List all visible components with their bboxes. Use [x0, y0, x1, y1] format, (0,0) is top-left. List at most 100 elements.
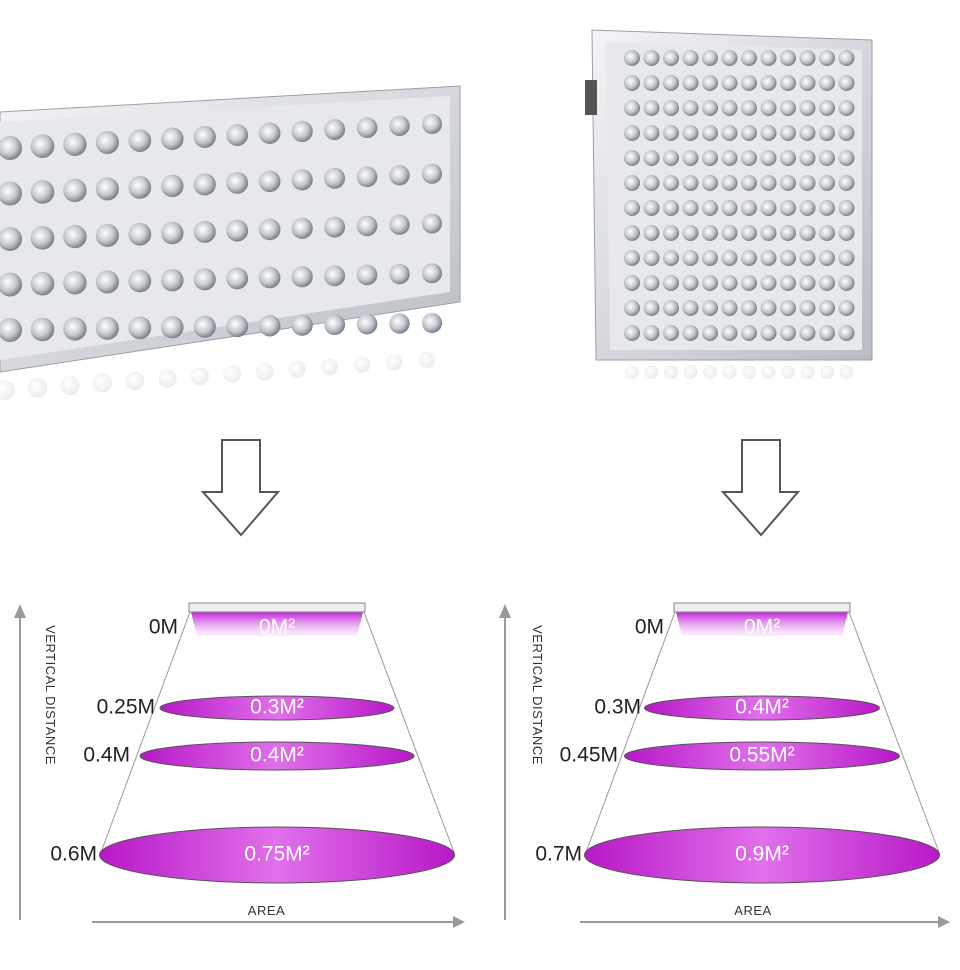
led: [258, 170, 281, 193]
led: [663, 300, 679, 316]
led: [702, 200, 718, 216]
led: [760, 200, 777, 216]
horizontal-axis-label: AREA: [734, 903, 771, 918]
led: [0, 227, 22, 251]
led: [682, 250, 699, 266]
led: [624, 325, 640, 341]
led: [624, 225, 640, 241]
led: [780, 225, 796, 241]
led-reflection: [742, 365, 756, 379]
led: [799, 50, 816, 66]
led: [643, 275, 660, 291]
led: [702, 125, 718, 141]
led: [721, 200, 738, 216]
led: [702, 75, 718, 91]
led: [760, 175, 777, 191]
distance-label: 0M: [149, 616, 178, 639]
led-reflection: [820, 365, 834, 379]
led: [780, 150, 796, 166]
led: [760, 75, 777, 91]
led: [799, 225, 816, 241]
led: [193, 268, 216, 291]
led: [741, 325, 757, 341]
led: [128, 129, 152, 152]
led: [819, 325, 835, 341]
led: [682, 100, 699, 116]
led: [838, 250, 855, 266]
led: [643, 50, 660, 66]
led: [663, 75, 679, 91]
led: [799, 75, 816, 91]
led: [799, 150, 816, 166]
cone-outline: [99, 611, 456, 856]
led: [799, 175, 816, 191]
led: [741, 150, 757, 166]
led: [838, 300, 855, 316]
led: [161, 316, 184, 339]
led: [291, 217, 313, 239]
led: [258, 218, 281, 241]
led: [838, 275, 855, 291]
led: [624, 300, 640, 316]
led: [95, 223, 119, 247]
led: [624, 175, 640, 191]
area-label: 0.75M²: [244, 843, 309, 866]
led-reflection: [288, 360, 306, 378]
switch: [585, 80, 597, 115]
led: [741, 175, 757, 191]
led: [63, 271, 87, 295]
led: [702, 175, 718, 191]
led: [702, 100, 718, 116]
led: [291, 266, 313, 288]
led: [226, 267, 249, 290]
led: [760, 225, 777, 241]
led: [721, 100, 738, 116]
led: [624, 250, 640, 266]
led: [682, 125, 699, 141]
led: [30, 134, 55, 158]
led: [663, 125, 679, 141]
led: [760, 300, 777, 316]
led: [389, 165, 410, 186]
led: [780, 75, 796, 91]
led: [760, 325, 777, 341]
led: [721, 50, 738, 66]
led: [0, 136, 22, 160]
led: [838, 175, 855, 191]
led: [780, 200, 796, 216]
led-reflection: [60, 375, 80, 396]
led: [643, 150, 660, 166]
led: [741, 250, 757, 266]
led: [63, 132, 87, 156]
led-reflection: [781, 365, 795, 379]
lamp: [673, 602, 851, 613]
led-reflection: [27, 377, 48, 398]
led: [838, 225, 855, 241]
light-area: [644, 695, 880, 721]
led: [780, 175, 796, 191]
led: [643, 300, 660, 316]
led-reflection: [321, 358, 339, 376]
led: [663, 225, 679, 241]
led-reflection: [386, 354, 403, 371]
led: [63, 317, 87, 341]
horizontal-axis-label: AREA: [248, 903, 285, 918]
led: [663, 175, 679, 191]
led: [193, 315, 216, 338]
led: [663, 50, 679, 66]
led: [624, 75, 640, 91]
led: [760, 250, 777, 266]
led: [819, 100, 835, 116]
led-reflection: [255, 362, 274, 381]
led-reflection: [92, 373, 112, 393]
led: [838, 150, 855, 166]
led-reflection: [125, 371, 145, 391]
vertical-axis-label: VERTICAL DISTANCE: [530, 625, 545, 765]
led: [799, 300, 816, 316]
led: [422, 263, 442, 284]
led: [258, 122, 281, 144]
led: [389, 115, 410, 136]
led: [682, 275, 699, 291]
led: [760, 100, 777, 116]
led: [63, 178, 87, 203]
